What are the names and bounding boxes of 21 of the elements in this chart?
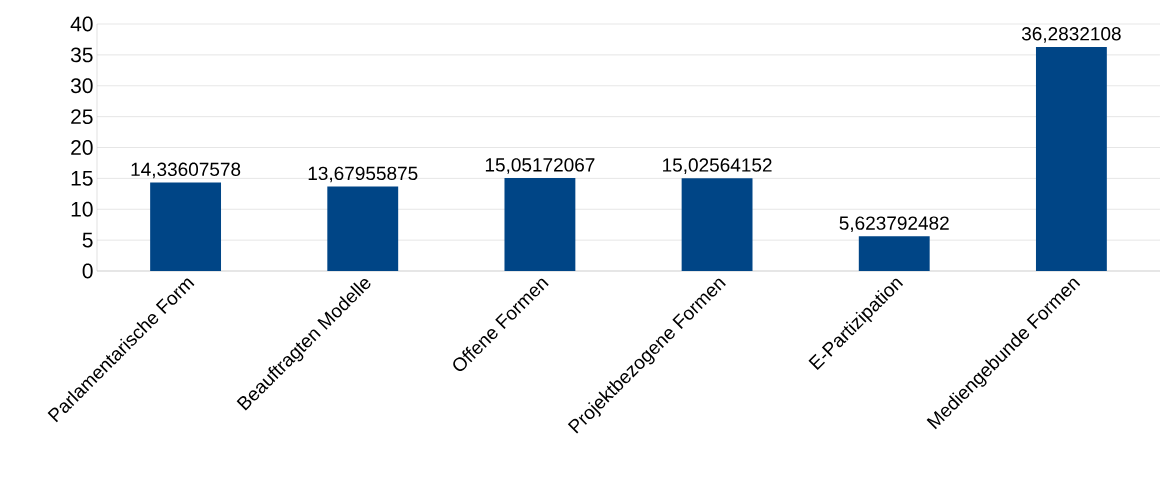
bar <box>1035 46 1107 271</box>
bar <box>150 182 222 271</box>
y-tick-label: 5 <box>82 232 93 248</box>
data-label: 15,05172067 <box>485 158 595 174</box>
y-tick-label: 0 <box>82 263 93 279</box>
y-tick-label: 30 <box>70 78 93 94</box>
y-tick-label: 40 <box>70 16 93 32</box>
y-tick-label: 35 <box>70 47 93 63</box>
bar <box>681 178 753 271</box>
y-tick-label: 25 <box>71 109 93 125</box>
data-label: 14,33607578 <box>131 162 241 179</box>
y-tick-label: 10 <box>71 201 93 217</box>
bar <box>858 236 930 271</box>
data-label: 15,02564152 <box>663 158 772 175</box>
data-label: 13,67955875 <box>308 166 418 183</box>
y-tick-label: 15 <box>71 171 93 186</box>
data-label: 5,623792482 <box>839 216 949 233</box>
y-tick-label: 20 <box>71 140 93 155</box>
bar <box>504 178 576 271</box>
bar <box>327 186 399 271</box>
data-label: 36,2832108 <box>1021 27 1121 43</box>
